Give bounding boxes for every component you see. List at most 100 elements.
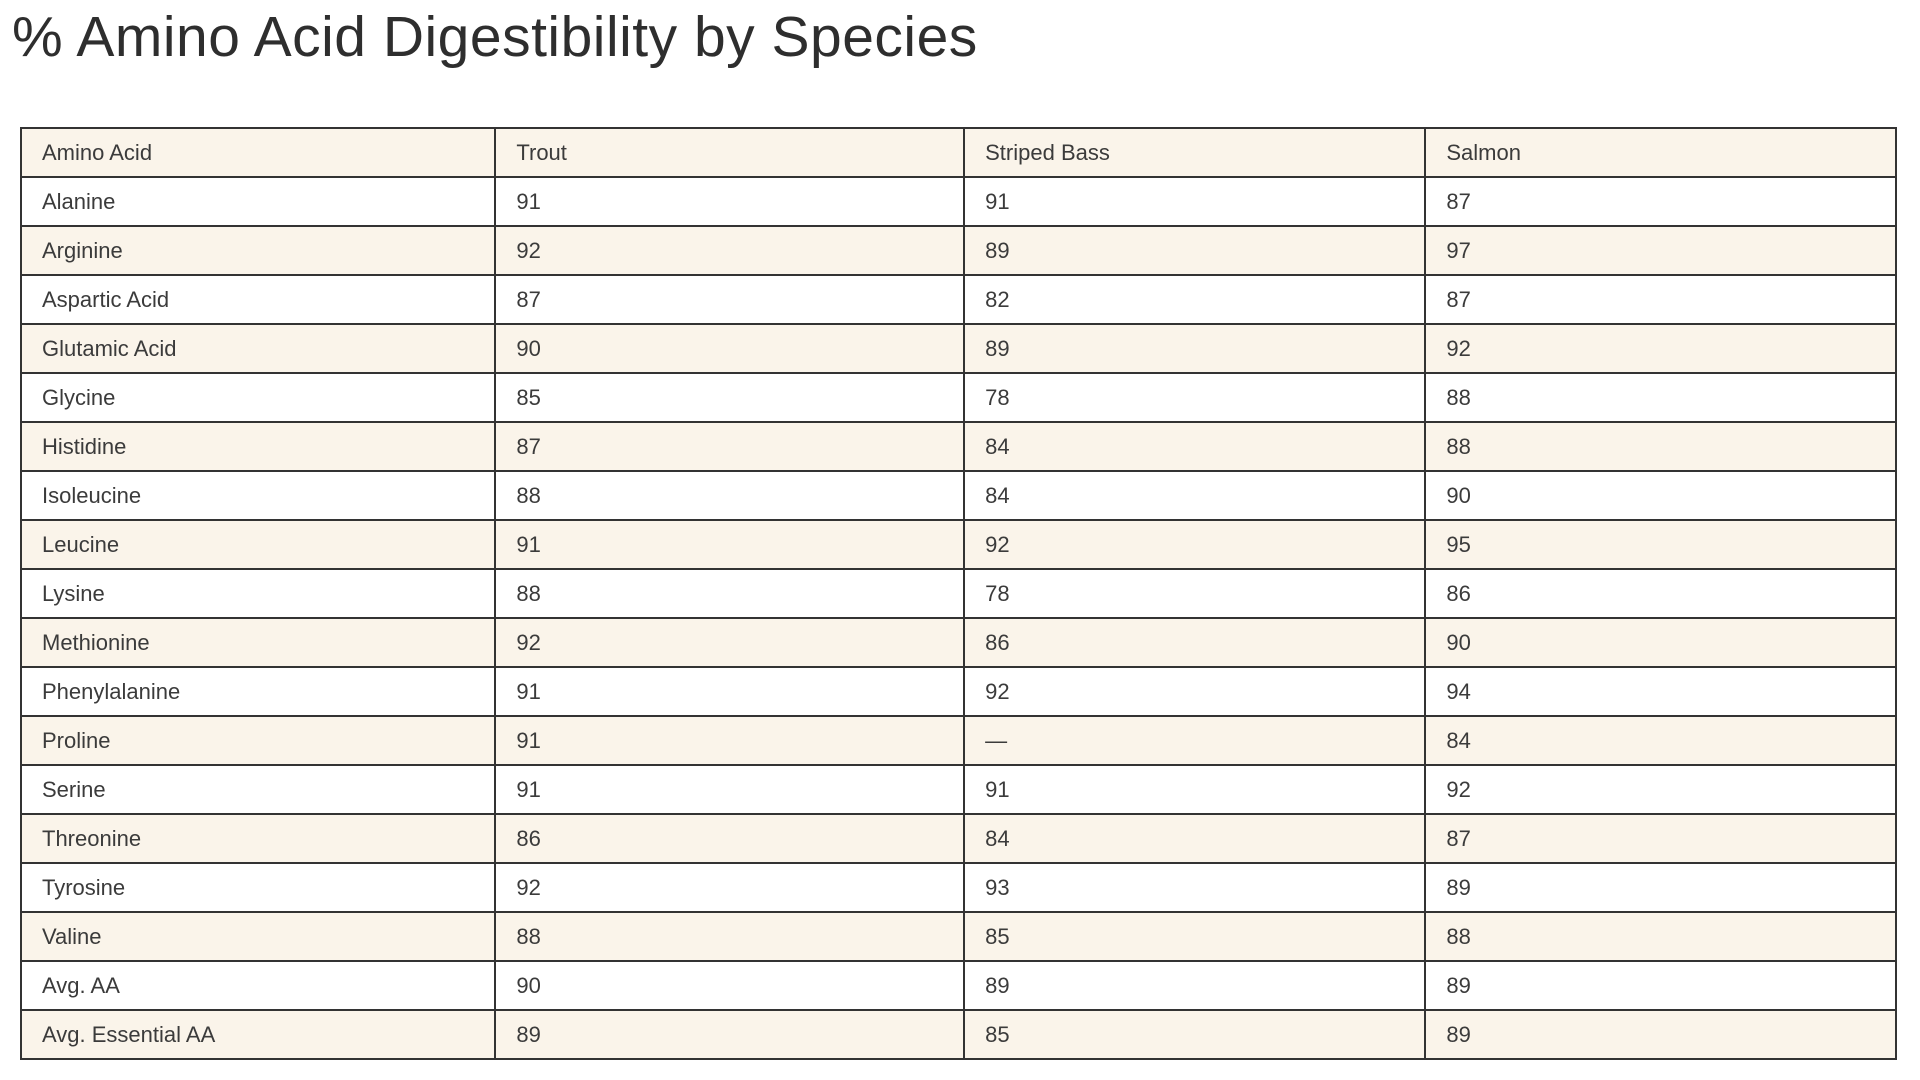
table-row: Histidine 87 84 88 xyxy=(19,421,1897,472)
row-label: Tyrosine xyxy=(19,862,497,913)
column-header-trout: Trout xyxy=(494,127,966,178)
table-row: Valine 88 85 88 xyxy=(19,911,1897,962)
table-row: Methionine 92 86 90 xyxy=(19,617,1897,668)
table-row: Aspartic Acid 87 82 87 xyxy=(19,274,1897,325)
column-header-amino-acid: Amino Acid xyxy=(19,127,497,178)
cell-value: 86 xyxy=(494,813,966,864)
row-label: Leucine xyxy=(19,519,497,570)
cell-value: 87 xyxy=(494,274,966,325)
cell-value: 92 xyxy=(494,862,966,913)
cell-value: 78 xyxy=(963,372,1427,423)
row-label: Histidine xyxy=(19,421,497,472)
table-row: Lysine 88 78 86 xyxy=(19,568,1897,619)
column-header-salmon: Salmon xyxy=(1424,127,1897,178)
cell-value: 92 xyxy=(1424,764,1897,815)
cell-value: 85 xyxy=(963,911,1427,962)
cell-value: 91 xyxy=(494,764,966,815)
cell-value: 95 xyxy=(1424,519,1897,570)
cell-value: 89 xyxy=(1424,1009,1897,1060)
table-row: Tyrosine 92 93 89 xyxy=(19,862,1897,913)
cell-value: 84 xyxy=(963,421,1427,472)
cell-value: 78 xyxy=(963,568,1427,619)
cell-value: 91 xyxy=(494,519,966,570)
cell-value: 84 xyxy=(963,470,1427,521)
cell-value: 92 xyxy=(494,225,966,276)
cell-value: 86 xyxy=(1424,568,1897,619)
cell-value: 88 xyxy=(494,911,966,962)
cell-value: 90 xyxy=(494,323,966,374)
table-row: Proline 91—84 xyxy=(19,715,1897,766)
cell-value: 92 xyxy=(494,617,966,668)
cell-value: 87 xyxy=(1424,176,1897,227)
cell-value: 88 xyxy=(1424,372,1897,423)
table-header: Amino Acid Trout Striped Bass Salmon xyxy=(19,127,1897,178)
cell-value: 85 xyxy=(963,1009,1427,1060)
cell-value: 87 xyxy=(1424,813,1897,864)
cell-value: 90 xyxy=(494,960,966,1011)
row-label: Proline xyxy=(19,715,497,766)
cell-value: 88 xyxy=(494,470,966,521)
table-row: Avg. Essential AA 89 85 89 xyxy=(19,1009,1897,1060)
row-label: Methionine xyxy=(19,617,497,668)
cell-value: 88 xyxy=(1424,421,1897,472)
row-label: Glycine xyxy=(19,372,497,423)
table-row: Avg. AA 90 89 89 xyxy=(19,960,1897,1011)
cell-value: 89 xyxy=(1424,862,1897,913)
cell-value: 88 xyxy=(494,568,966,619)
row-label: Arginine xyxy=(19,225,497,276)
header-row: Amino Acid Trout Striped Bass Salmon xyxy=(19,127,1897,178)
table-row: Threonine 86 84 87 xyxy=(19,813,1897,864)
row-label: Lysine xyxy=(19,568,497,619)
row-label: Isoleucine xyxy=(19,470,497,521)
cell-value: 91 xyxy=(494,666,966,717)
cell-value: 92 xyxy=(963,666,1427,717)
table-row: Phenylalanine 91 92 94 xyxy=(19,666,1897,717)
row-label: Threonine xyxy=(19,813,497,864)
cell-value: 89 xyxy=(963,960,1427,1011)
cell-value: 87 xyxy=(494,421,966,472)
cell-value: 91 xyxy=(494,176,966,227)
table-row: Glycine 85 78 88 xyxy=(19,372,1897,423)
row-label: Glutamic Acid xyxy=(19,323,497,374)
cell-value: 85 xyxy=(494,372,966,423)
table-row: Glutamic Acid 90 89 92 xyxy=(19,323,1897,374)
row-label: Avg. AA xyxy=(19,960,497,1011)
amino-acid-digestibility-table: Amino Acid Trout Striped Bass Salmon Alanin… xyxy=(19,127,1897,1060)
cell-value: 90 xyxy=(1424,470,1897,521)
cell-value: 94 xyxy=(1424,666,1897,717)
cell-value: 84 xyxy=(1424,715,1897,766)
row-label: Valine xyxy=(19,911,497,962)
row-label: Serine xyxy=(19,764,497,815)
cell-value: 93 xyxy=(963,862,1427,913)
table-row: Serine 91 91 92 xyxy=(19,764,1897,815)
row-label: Phenylalanine xyxy=(19,666,497,717)
row-label: Avg. Essential AA xyxy=(19,1009,497,1060)
cell-value: 89 xyxy=(494,1009,966,1060)
cell-value: 91 xyxy=(494,715,966,766)
row-label: Alanine xyxy=(19,176,497,227)
cell-value: 89 xyxy=(963,225,1427,276)
cell-value: 86 xyxy=(963,617,1427,668)
page-title: % Amino Acid Digestibility by Species xyxy=(12,5,978,69)
cell-value: 91 xyxy=(963,764,1427,815)
cell-value: 90 xyxy=(1424,617,1897,668)
cell-value: 87 xyxy=(1424,274,1897,325)
table-body: Alanine 91 91 87 Arginine 92 89 97 Aspartic Acid… xyxy=(19,176,1897,1060)
cell-value: 89 xyxy=(1424,960,1897,1011)
cell-value: 82 xyxy=(963,274,1427,325)
cell-value: — xyxy=(963,715,1427,766)
column-header-striped-bass: Striped Bass xyxy=(963,127,1427,178)
table-row: Alanine 91 91 87 xyxy=(19,176,1897,227)
cell-value: 84 xyxy=(963,813,1427,864)
cell-value: 91 xyxy=(963,176,1427,227)
row-label: Aspartic Acid xyxy=(19,274,497,325)
cell-value: 89 xyxy=(963,323,1427,374)
table-row: Leucine 91 92 95 xyxy=(19,519,1897,570)
table-row: Isoleucine 88 84 90 xyxy=(19,470,1897,521)
cell-value: 88 xyxy=(1424,911,1897,962)
table-row: Arginine 92 89 97 xyxy=(19,225,1897,276)
cell-value: 92 xyxy=(1424,323,1897,374)
cell-value: 97 xyxy=(1424,225,1897,276)
cell-value: 92 xyxy=(963,519,1427,570)
